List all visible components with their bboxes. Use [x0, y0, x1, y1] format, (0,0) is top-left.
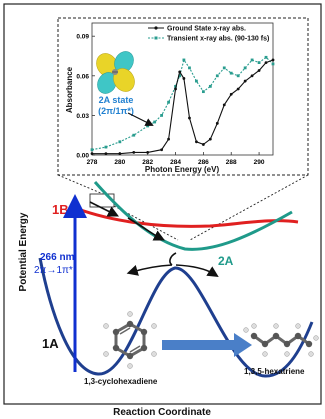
transient-series-point: [236, 74, 240, 78]
transient-series-point: [132, 133, 136, 137]
ground-state-series-point: [215, 121, 219, 125]
curve-2a: [93, 181, 293, 251]
product-label: 1,3,5-hexatriene: [244, 367, 305, 376]
transient-series-point: [271, 62, 275, 66]
transient-series-point: [201, 90, 205, 94]
legend-ground-marker: [154, 26, 158, 30]
cyclohexadiene-molecule: [103, 311, 157, 369]
ground-state-series-point: [118, 152, 122, 156]
inset-chart: 0.09 0.06 0.03 0.00 278 280 282 284 286 288 290 A…: [57, 17, 309, 176]
ground-state-series-point: [257, 69, 261, 72]
curve-1a: [38, 257, 314, 378]
ground-state-series-point: [174, 87, 177, 91]
inset-border: [57, 17, 309, 176]
x-tick-label: 280: [114, 159, 125, 166]
y-tick-label: 0.09: [76, 34, 89, 41]
x-tick-label: 286: [198, 159, 209, 166]
legend-transient-label: Transient x-ray abs. (90-130 fs): [167, 36, 269, 43]
ground-state-series-point: [243, 79, 247, 83]
ground-state-series-point: [160, 148, 164, 152]
state-1a-label: 1A: [42, 336, 59, 351]
x-tick-label: 288: [226, 159, 237, 166]
ground-state-series-point: [146, 150, 150, 154]
transient-series-point: [182, 58, 186, 62]
branch-arrow-left: [126, 264, 173, 276]
excitation-transition: 2π→1π*: [34, 265, 73, 276]
transient-series-point: [146, 124, 150, 128]
ground-state-series-point: [104, 152, 108, 156]
state-1b-label: 1B: [52, 202, 69, 217]
inset-y-axis-label: Absorbance: [65, 66, 74, 113]
y-tick-label: 0.06: [76, 73, 89, 80]
transient-series-point: [188, 66, 191, 70]
x-tick-label: 290: [254, 159, 265, 166]
ground-state-series-point: [182, 77, 186, 80]
transient-series-point: [160, 114, 164, 117]
transient-series-point: [104, 145, 108, 149]
wavepacket-arrow-2: [127, 217, 166, 241]
transient-series-point: [174, 84, 177, 88]
reaction-coordinate-axis-label: Reaction Coordinate: [113, 407, 211, 418]
ground-state-series-point: [250, 74, 254, 78]
state-2a-label: 2A state: [99, 95, 134, 105]
potential-energy-axis-label: Potential Energy: [18, 212, 29, 291]
ground-state-series-point: [178, 70, 182, 74]
conical-intersection-funnel: [169, 252, 177, 266]
y-tick-label: 0.03: [76, 113, 89, 120]
transient-series-point: [167, 100, 170, 104]
ground-state-series-point: [208, 137, 212, 141]
legend-ground-label: Ground State x-ray abs.: [167, 26, 246, 33]
transient-series-point: [90, 148, 94, 152]
ground-state-series-point: [90, 152, 94, 156]
ground-state-series-point: [167, 137, 170, 141]
x-tick-label: 278: [87, 159, 98, 166]
inset-x-axis-label: Photon Energy (eV): [145, 165, 220, 174]
inset-plot-area: [91, 22, 274, 156]
branch-arrow-right: [175, 264, 219, 277]
ground-state-series-point: [222, 103, 226, 107]
ground-state-series-point: [236, 87, 240, 91]
curve-1b: [69, 204, 299, 228]
wavepacket-arrow-1: [89, 201, 120, 217]
reactant-label: 1,3-cyclohexadiene: [84, 377, 158, 386]
inset-legend: Ground State x-ray abs. Transient x-ray …: [148, 26, 269, 43]
transient-series-point: [250, 58, 254, 62]
ground-state-series-point: [132, 150, 136, 154]
transient-series-point: [222, 66, 226, 70]
x-tick-label: 284: [170, 159, 181, 166]
transient-series-point: [178, 74, 182, 78]
transient-series-point: [208, 84, 212, 88]
reaction-arrow: [162, 333, 252, 357]
ground-state-series-point: [271, 58, 275, 62]
transient-series-point: [264, 55, 268, 59]
state-2a-curve-label: 2A: [218, 254, 234, 268]
transient-series-point: [195, 79, 198, 83]
transient-series-point: [257, 61, 261, 64]
transient-series-point: [229, 71, 233, 75]
ground-state-series-point: [201, 143, 205, 146]
hexatriene-molecule: [243, 323, 319, 357]
y-tick-label: 0.00: [76, 153, 89, 160]
state-pointer-arrow: [127, 112, 154, 126]
excitation-wavelength: 266 nm: [40, 252, 75, 263]
transient-series-point: [118, 140, 122, 144]
ground-state-series-point: [229, 92, 233, 96]
state-2a-transition: (2π/1π*): [98, 106, 134, 116]
transient-series-point: [243, 66, 247, 70]
ground-state-series-point: [264, 61, 268, 64]
transient-series-point: [153, 120, 157, 124]
ground-state-series-point: [188, 116, 191, 120]
ground-state-series-point: [195, 140, 198, 144]
x-tick-label: 282: [142, 159, 153, 166]
transient-series-point: [215, 74, 219, 78]
orbital-icon: [96, 51, 135, 94]
legend-transient-marker: [154, 36, 158, 40]
